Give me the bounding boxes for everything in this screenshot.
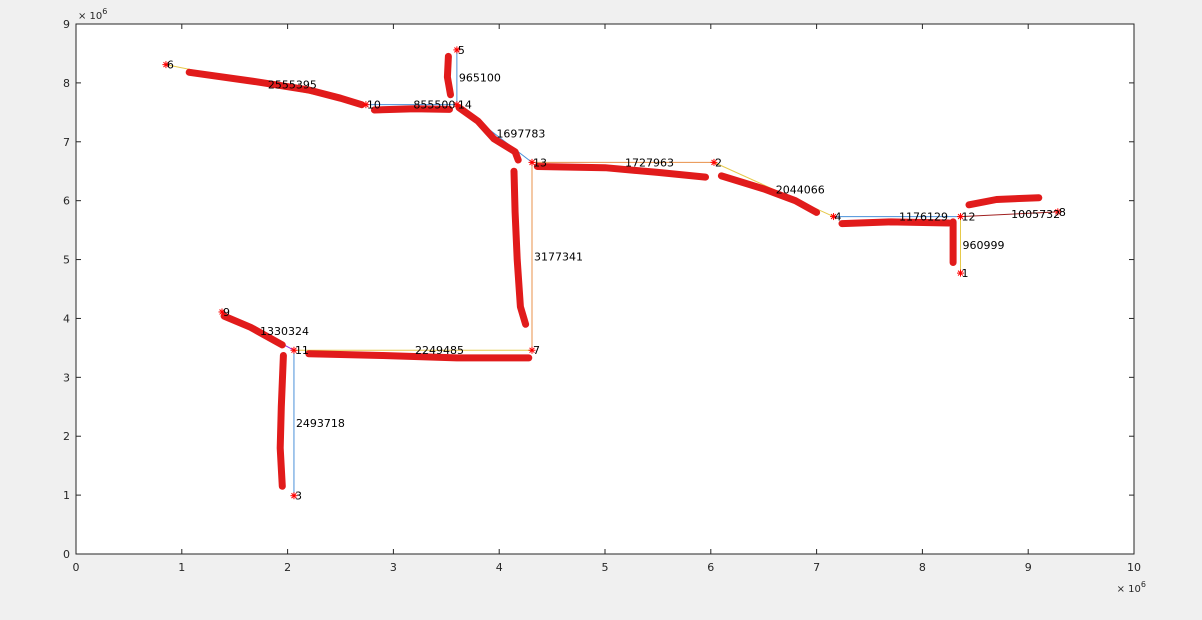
annotation-stroke-9-11 — [220, 312, 286, 349]
node-label-5: 5 — [458, 44, 465, 57]
y-tick-label-3: 3 — [63, 371, 70, 384]
y-tick-label-4: 4 — [63, 312, 70, 325]
node-marker-5[interactable] — [453, 46, 461, 54]
node-label-2: 2 — [715, 156, 722, 169]
annotation-stroke-11-3 — [276, 352, 287, 490]
edge-label-13-7: 3177341 — [534, 250, 583, 263]
node-label-4: 4 — [835, 211, 842, 224]
x-tick-label-4: 4 — [496, 561, 503, 574]
annotations-layer — [185, 52, 1043, 490]
x-tick-label-8: 8 — [919, 561, 926, 574]
edge-label-14-13: 1697783 — [496, 128, 545, 141]
annotation-stroke-14-13 — [455, 104, 522, 164]
node-marker-9[interactable] — [218, 308, 226, 316]
annotation-stroke-2-4 — [717, 172, 821, 216]
node-label-9: 9 — [223, 306, 230, 319]
annotation-stroke-4-12 — [838, 218, 953, 228]
edge-label-13-2: 1727963 — [625, 156, 674, 169]
y-exponent-label: × 106 — [78, 7, 107, 22]
edge-label-5-14: 965100 — [459, 71, 501, 84]
annotation-stroke-13-2 — [533, 163, 709, 181]
node-label-14: 14 — [458, 99, 472, 112]
x-tick-label-0: 0 — [73, 561, 80, 574]
y-tick-label-7: 7 — [63, 136, 70, 149]
x-tick-label-9: 9 — [1025, 561, 1032, 574]
edge-12-8 — [960, 211, 1058, 218]
edge-label-12-1: 960999 — [962, 239, 1004, 252]
node-label-7: 7 — [533, 344, 540, 357]
y-tick-label-8: 8 — [63, 77, 70, 90]
node-label-11: 11 — [295, 344, 309, 357]
node-marker-13[interactable] — [528, 158, 536, 166]
edge-label-11-3: 2493718 — [296, 417, 345, 430]
x-tick-label-10: 10 — [1127, 561, 1141, 574]
annotation-stroke-6-10 — [185, 68, 366, 109]
annotation-stroke-7-11 — [305, 350, 533, 362]
x-tick-label-6: 6 — [707, 561, 714, 574]
node-marker-3[interactable] — [290, 492, 298, 500]
y-tick-label-2: 2 — [63, 430, 70, 443]
annotation-stroke-5-14 — [443, 52, 454, 99]
node-label-3: 3 — [295, 490, 302, 503]
plot-area[interactable] — [75, 23, 1135, 555]
edge-label-10-14: 855500 — [413, 99, 455, 112]
edge-label-9-11: 1330324 — [260, 325, 309, 338]
node-marker-8[interactable] — [1054, 208, 1062, 216]
x-tick-label-1: 1 — [178, 561, 185, 574]
y-tick-label-6: 6 — [63, 195, 70, 208]
node-marker-2[interactable] — [710, 158, 718, 166]
annotation-stroke-13-7 — [510, 167, 530, 328]
node-marker-1[interactable] — [956, 269, 964, 277]
node-label-10: 10 — [367, 99, 381, 112]
y-tick-label-0: 0 — [63, 548, 70, 561]
node-label-6: 6 — [167, 59, 174, 72]
edge-label-6-10: 2555395 — [268, 79, 317, 92]
edge-label-2-4: 2044066 — [776, 183, 825, 196]
edge-label-4-12: 1176129 — [899, 211, 948, 224]
node-marker-14[interactable] — [453, 101, 461, 109]
node-marker-12[interactable] — [956, 213, 964, 221]
node-marker-4[interactable] — [830, 213, 838, 221]
annotation-stroke-12-8 — [965, 194, 1043, 209]
x-tick-label-7: 7 — [813, 561, 820, 574]
x-tick-label-3: 3 — [390, 561, 397, 574]
node-marker-11[interactable] — [290, 346, 298, 354]
node-marker-7[interactable] — [528, 346, 536, 354]
x-tick-label-2: 2 — [284, 561, 291, 574]
y-tick-label-5: 5 — [63, 254, 70, 267]
node-label-12: 12 — [961, 211, 975, 224]
nodes-layer — [162, 46, 1062, 500]
node-label-8: 8 — [1059, 206, 1066, 219]
edge-label-7-11: 2249485 — [415, 344, 464, 357]
node-label-1: 1 — [961, 267, 968, 280]
node-label-13: 13 — [533, 156, 547, 169]
y-tick-label-1: 1 — [63, 489, 70, 502]
x-tick-label-5: 5 — [602, 561, 609, 574]
y-tick-label-9: 9 — [63, 18, 70, 31]
labels-layer: 2555395 855500 965100 1697783 1727963 2044066… — [167, 44, 1066, 503]
node-marker-10[interactable] — [362, 101, 370, 109]
edge-label-12-8: 1005732 — [1011, 208, 1060, 221]
node-marker-6[interactable] — [162, 61, 170, 69]
annotation-stroke-10-14 — [370, 105, 453, 114]
x-exponent-label: × 106 — [1117, 580, 1146, 595]
